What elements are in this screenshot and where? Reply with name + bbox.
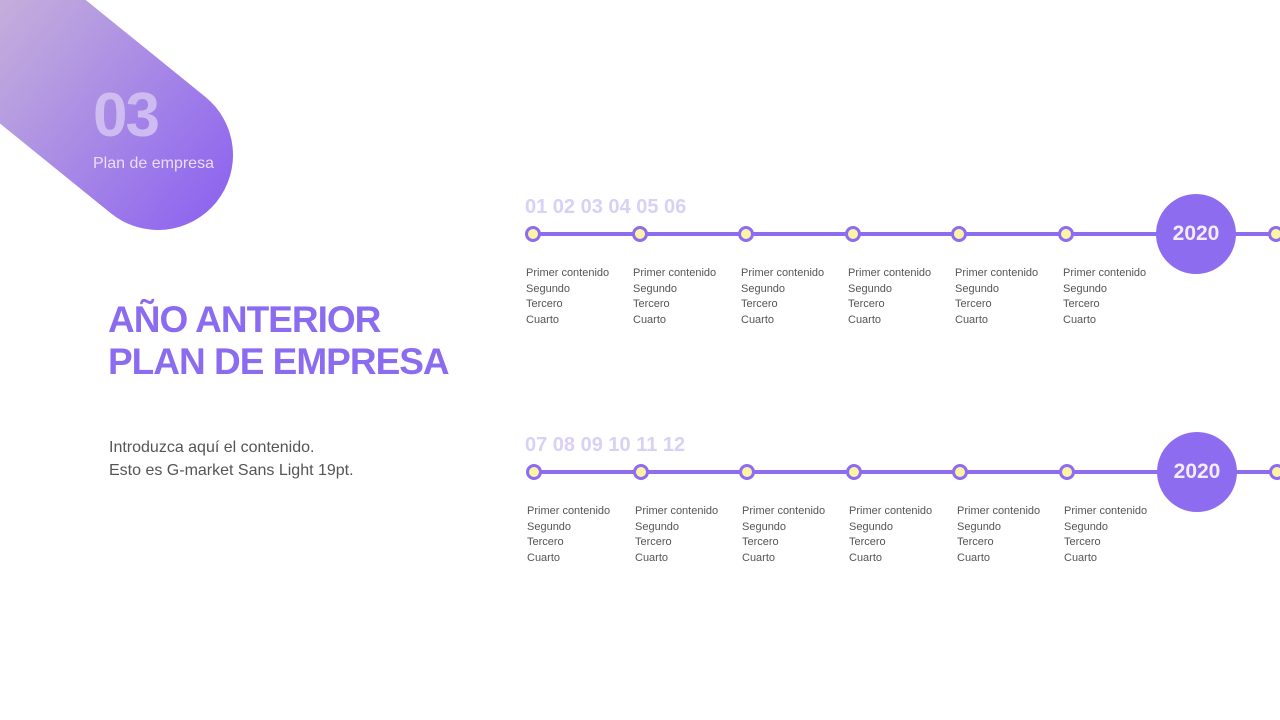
timeline-item-line: Segundo (741, 282, 786, 295)
timeline-item-line: Segundo (955, 282, 1000, 295)
timeline-dot (1059, 464, 1075, 480)
timeline-item-line: Segundo (633, 282, 678, 295)
timeline-item: Primer contenido Segundo Tercero Cuarto (741, 266, 824, 329)
timeline-dot (739, 464, 755, 480)
section-number: 03 (93, 81, 160, 150)
page-title: AÑO ANTERIOR PLAN DE EMPRESA (108, 299, 450, 383)
body-line-1: Introduzca aquí el contenido. (109, 439, 315, 456)
timeline-item-line: Segundo (1064, 520, 1109, 533)
timeline-1: 01 02 03 04 05 06 2020 Primer contenido Seg… (0, 194, 1280, 354)
timeline-item-line: Segundo (635, 520, 680, 533)
timeline-numbers: 01 02 03 04 05 06 (525, 196, 687, 218)
timeline-item-line: Primer contenido (957, 505, 1041, 517)
timeline-item: Primer contenido Segundo Tercero Cuarto (742, 504, 825, 567)
timeline-item-line: Tercero (957, 536, 994, 549)
timeline-dot (1269, 464, 1280, 480)
timeline-item: Primer contenido Segundo Tercero Cuarto (635, 504, 718, 567)
timeline-item-line: Primer contenido (849, 505, 933, 517)
timeline-dot (632, 226, 648, 242)
timeline-dot (525, 226, 541, 242)
timeline-item-line: Primer contenido (848, 267, 932, 279)
timeline-item-line: Primer contenido (741, 267, 825, 279)
timeline-item-line: Cuarto (1063, 314, 1097, 327)
timeline-item-line: Cuarto (633, 314, 667, 327)
timeline-item-line: Tercero (742, 536, 779, 549)
year-circle: 2020 (1157, 432, 1237, 512)
timeline-dot (952, 464, 968, 480)
timeline-item-line: Segundo (527, 520, 572, 533)
timeline-item-line: Cuarto (1064, 552, 1098, 565)
timeline-item-line: Segundo (848, 282, 893, 295)
timeline-dot (738, 226, 754, 242)
timeline-line (533, 470, 1280, 474)
timeline-item-line: Tercero (526, 298, 563, 311)
timeline-dot (1268, 226, 1280, 242)
timeline-line (533, 232, 1280, 236)
timeline-item-line: Primer contenido (635, 505, 719, 517)
timeline-item-line: Tercero (1064, 536, 1101, 549)
timeline-item-line: Segundo (957, 520, 1002, 533)
timeline-item-line: Tercero (633, 298, 670, 311)
timeline-item-line: Tercero (741, 298, 778, 311)
timeline-item: Primer contenido Segundo Tercero Cuarto (955, 266, 1038, 329)
year-circle: 2020 (1156, 194, 1236, 274)
timeline-item: Primer contenido Segundo Tercero Cuarto (848, 266, 931, 329)
timeline-item: Primer contenido Segundo Tercero Cuarto (526, 266, 609, 329)
timeline-item: Primer contenido Segundo Tercero Cuarto (633, 266, 716, 329)
timeline-item-line: Primer contenido (1063, 267, 1147, 279)
timeline-item-line: Segundo (742, 520, 787, 533)
section-subtitle: Plan de empresa (93, 155, 214, 172)
timeline-item: Primer contenido Segundo Tercero Cuarto (957, 504, 1040, 567)
timeline-item-line: Tercero (527, 536, 564, 549)
timeline-dot (951, 226, 967, 242)
timeline-item-line: Cuarto (741, 314, 775, 327)
timeline-item-line: Tercero (848, 298, 885, 311)
timeline-item-line: Segundo (849, 520, 894, 533)
timeline-item-line: Primer contenido (526, 267, 610, 279)
title-line-1: AÑO ANTERIOR (108, 299, 381, 340)
timeline-item: Primer contenido Segundo Tercero Cuarto (1063, 266, 1146, 329)
timeline-item-line: Cuarto (742, 552, 776, 565)
timeline-item: Primer contenido Segundo Tercero Cuarto (849, 504, 932, 567)
timeline-item-line: Cuarto (635, 552, 669, 565)
timeline-2: 07 08 09 10 11 12 2020 Primer contenido Seg… (0, 432, 1280, 592)
timeline-item-line: Primer contenido (527, 505, 611, 517)
timeline-item-line: Tercero (1063, 298, 1100, 311)
timeline-item-line: Cuarto (849, 552, 883, 565)
timeline-item-line: Primer contenido (1064, 505, 1148, 517)
timeline-item-line: Cuarto (848, 314, 882, 327)
timeline-item-line: Primer contenido (955, 267, 1039, 279)
timeline-dot (845, 226, 861, 242)
timeline-item-line: Tercero (849, 536, 886, 549)
timeline-item-line: Segundo (526, 282, 571, 295)
title-line-2: PLAN DE EMPRESA (108, 341, 450, 382)
timeline-item: Primer contenido Segundo Tercero Cuarto (527, 504, 610, 567)
timeline-dot (633, 464, 649, 480)
timeline-numbers: 07 08 09 10 11 12 (525, 434, 686, 456)
timeline-item-line: Tercero (955, 298, 992, 311)
timeline-item-line: Primer contenido (633, 267, 717, 279)
timeline-item-line: Cuarto (527, 552, 561, 565)
timeline-dot (1058, 226, 1074, 242)
timeline-item-line: Segundo (1063, 282, 1108, 295)
body-text: Introduzca aquí el contenido. Esto es G-… (109, 436, 354, 482)
timeline-item-line: Cuarto (955, 314, 989, 327)
timeline-item-line: Cuarto (957, 552, 991, 565)
body-line-2: Esto es G-market Sans Light 19pt. (109, 462, 354, 479)
timeline-dot (846, 464, 862, 480)
timeline-item-line: Cuarto (526, 314, 560, 327)
timeline-item-line: Tercero (635, 536, 672, 549)
timeline-item: Primer contenido Segundo Tercero Cuarto (1064, 504, 1147, 567)
timeline-dot (526, 464, 542, 480)
timeline-item-line: Primer contenido (742, 505, 826, 517)
